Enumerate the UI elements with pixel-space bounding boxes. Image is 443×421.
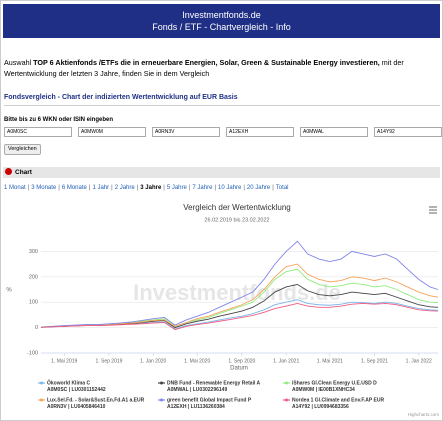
- y-tick-label: 200: [29, 274, 38, 280]
- legend-code: A14Y92 | LU0994683356: [292, 404, 349, 410]
- legend-code: A0MW0M | IE00B1XNHC34: [292, 387, 355, 393]
- series-line: [40, 240, 439, 329]
- legend-name: green benefit Global Impact Fund P: [167, 397, 252, 403]
- y-tick-label: 0: [35, 325, 38, 331]
- separator: |: [243, 185, 245, 191]
- x-tick-label: 1. Sep 2019: [95, 358, 122, 364]
- legend-dot: [285, 381, 288, 385]
- chart: Vergleich der Wertentwicklung 26.02.2019…: [6, 203, 440, 417]
- chart-title: Vergleich der Wertentwicklung: [183, 203, 290, 212]
- separator: |: [188, 185, 191, 191]
- period-link[interactable]: 3 Jahre: [140, 185, 162, 191]
- header: Investmentfonds.de Fonds / ETF - Chartve…: [3, 4, 440, 38]
- period-link[interactable]: 7 Jahre: [192, 185, 213, 191]
- separator: |: [88, 185, 91, 191]
- x-tick-label: 1. Mai 2021: [317, 358, 343, 364]
- legend-dot: [160, 381, 163, 385]
- legend-item[interactable]: green benefit Global Impact Fund PA12EXH…: [158, 397, 252, 410]
- x-tick-label: 1. Mai 2019: [51, 358, 77, 364]
- y-tick-label: 100: [29, 300, 38, 306]
- separator: |: [163, 185, 165, 191]
- period-link[interactable]: 1 Monat: [4, 185, 26, 191]
- separator: |: [214, 185, 216, 191]
- section-bar: Chart: [3, 167, 440, 178]
- y-tick-label: 300: [29, 249, 38, 255]
- separator: |: [272, 185, 274, 191]
- x-tick-label: 1. Jan 2021: [273, 358, 299, 364]
- separator: |: [58, 185, 60, 191]
- legend-name: Ökoworld Klima C: [47, 379, 90, 386]
- legend-item[interactable]: DNB Fund - Renewable Energy Retail AA0MW…: [158, 380, 261, 393]
- period-link[interactable]: 6 Monate: [61, 185, 87, 191]
- y-tick-label: -100: [27, 350, 38, 356]
- period-link[interactable]: 20 Jahre: [246, 185, 271, 191]
- form-prompt: Bitte bis zu 6 WKN oder ISIN eingeben: [4, 117, 114, 123]
- x-tick-label: 1. Sep 2020: [228, 358, 255, 364]
- menu-button[interactable]: [429, 206, 437, 214]
- period-link[interactable]: 2 Jahre: [114, 185, 135, 191]
- code-input[interactable]: A0MW0M: [78, 127, 146, 137]
- legend-code: A12EXH | LU1136260384: [167, 404, 225, 410]
- code-input[interactable]: A0M0SC: [4, 127, 72, 137]
- x-axis-label: Datum: [230, 366, 248, 372]
- legend-dot: [40, 381, 43, 385]
- section-title: Chart: [15, 169, 32, 176]
- legend-code: A0RN3V | LU0405846410: [47, 404, 106, 410]
- legend-code: A0M0SC | LU0301152442: [47, 387, 106, 393]
- code-input[interactable]: A14Y92: [374, 127, 442, 137]
- intro-bold: TOP 6 Aktienfonds /ETFs die in erneuerba…: [33, 58, 380, 67]
- code-input[interactable]: A12EXH: [226, 127, 294, 137]
- intro-rest: mit der Wertentwicklung der letzten 3 Ja…: [4, 58, 404, 78]
- credit: Highcharts.com: [408, 412, 440, 417]
- legend-name: Nordea 1 Gl.Climate and Env.F.AP EUR: [292, 397, 384, 403]
- separator: |: [27, 185, 30, 191]
- compare-button[interactable]: Vergleichen: [4, 144, 41, 155]
- legend-name: iShares Gl.Clean Energy U.E.USD D: [292, 380, 377, 386]
- legend-item[interactable]: Lux.Sel.Fd. - Solar&Sust.En.Fd.A1 a.EURA…: [38, 397, 145, 410]
- series-line: [40, 263, 439, 329]
- x-tick-label: 1. Mai 2020: [184, 358, 210, 364]
- legend-item[interactable]: iShares Gl.Clean Energy U.E.USD DA0MW0M …: [283, 380, 377, 393]
- chart-subtitle: 26.02.2019 bis 23.02.2022: [204, 217, 269, 223]
- site-title[interactable]: Investmentfonds.de: [182, 10, 261, 20]
- separator: |: [136, 185, 139, 191]
- intro: Auswahl TOP 6 Aktienfonds /ETFs die in e…: [4, 57, 440, 79]
- period-link[interactable]: Total: [275, 185, 289, 191]
- legend-item[interactable]: Nordea 1 Gl.Climate and Env.F.AP EURA14Y…: [283, 397, 384, 410]
- section-icon: [5, 168, 12, 175]
- form-title: Fondsvergleich - Chart der indizierten W…: [4, 94, 440, 106]
- site-subtitle: Fonds / ETF - Chartvergleich - Info: [152, 22, 291, 32]
- series-line: [40, 303, 439, 331]
- period-link[interactable]: 1 Jahr: [92, 185, 110, 191]
- legend-dot: [160, 398, 163, 402]
- period-link[interactable]: 10 Jahre: [218, 185, 242, 191]
- legend-dot: [40, 398, 43, 402]
- legend-code: A0MWAL | LU0302296149: [167, 387, 227, 393]
- code-input[interactable]: A0RN3V: [152, 127, 220, 137]
- watermark: Investmentfonds.de: [133, 280, 341, 305]
- x-tick-label: 1. Jan 2022: [406, 358, 432, 364]
- code-input[interactable]: A0MWAL: [300, 127, 368, 137]
- period-links: 1 Monat | 3 Monate | 6 Monate | 1 Jahr | 2 Jahre…: [4, 185, 291, 191]
- legend-name: Lux.Sel.Fd. - Solar&Sust.En.Fd.A1 a.EUR: [47, 397, 145, 403]
- legend-dot: [285, 398, 288, 402]
- period-link[interactable]: 3 Monate: [31, 185, 57, 191]
- x-tick-label: 1. Sep 2021: [361, 358, 388, 364]
- x-tick-label: 1. Jan 2020: [140, 358, 166, 364]
- separator: |: [111, 185, 113, 191]
- period-link[interactable]: 5 Jahre: [166, 185, 187, 191]
- y-axis-label: %: [6, 288, 12, 294]
- legend-name: DNB Fund - Renewable Energy Retail A: [167, 380, 261, 386]
- intro-lead: Auswahl: [4, 58, 32, 67]
